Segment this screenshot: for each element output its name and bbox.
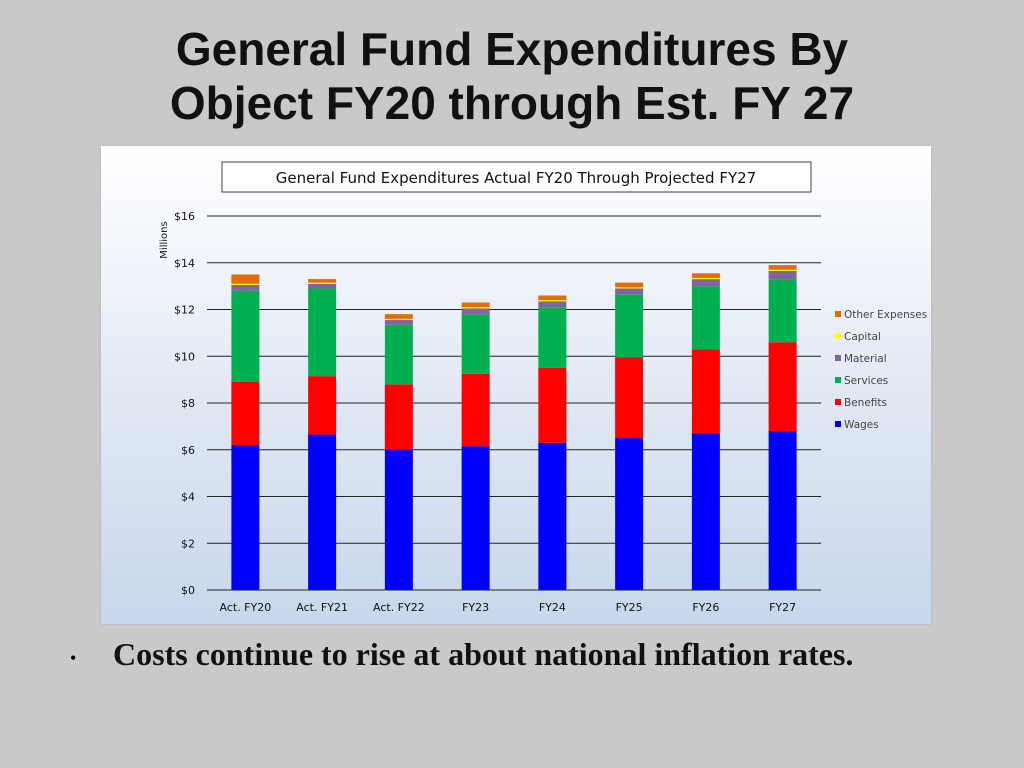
bar-segment-capital	[691, 277, 720, 280]
x-tick-label: FY27	[769, 601, 796, 614]
legend-label: Capital	[844, 331, 881, 343]
bar-segment-benefits	[615, 357, 644, 439]
stacked-bar-chart: General Fund Expenditures Actual FY20 Th…	[159, 161, 927, 614]
chart-title: General Fund Expenditures Actual FY20 Th…	[276, 169, 756, 187]
x-tick-label: FY26	[692, 601, 719, 614]
bar-segment-capital	[308, 282, 337, 284]
bar-segment-material	[538, 301, 567, 308]
bullet-icon: •	[70, 648, 77, 668]
bar-segment-other-expenses	[384, 314, 413, 319]
bar-segment-wages	[768, 431, 797, 590]
legend-label: Material	[844, 353, 887, 365]
bar-segment-wages	[538, 442, 567, 590]
bar-segment-material	[384, 320, 413, 325]
legend-label: Wages	[844, 419, 879, 431]
bar-segment-capital	[461, 307, 490, 309]
bar-segment-material	[615, 288, 644, 295]
bullet-text: Costs continue to rise at about national…	[113, 636, 854, 672]
bar-segment-wages	[691, 433, 720, 590]
bar-segment-other-expenses	[231, 274, 260, 284]
legend-swatch	[835, 421, 841, 427]
chart-title-box	[221, 161, 812, 193]
bar-segment-benefits	[231, 381, 260, 446]
bar-segment-benefits	[308, 376, 337, 435]
bar-segment-material	[231, 284, 260, 291]
bars	[231, 265, 797, 590]
gridlines	[207, 215, 821, 591]
bar-segment-services	[308, 288, 337, 377]
bar-segment-benefits	[461, 373, 490, 447]
y-tick-label: $4	[181, 491, 195, 504]
axis-labels: $0 $2 $4 $6 $8 $10 $12 $14 $16 Act. FY20 Act. FY21…	[174, 210, 796, 614]
bar-segment-wages	[384, 449, 413, 590]
bar-segment-benefits	[691, 349, 720, 434]
y-axis-label: Millions	[159, 221, 170, 258]
legend: Other Expenses Capital Material Services Ben…	[835, 309, 927, 431]
bar-segment-other-expenses	[691, 273, 720, 278]
slide-title: General Fund Expenditures By Object FY20…	[0, 22, 1024, 130]
bar-segment-material	[308, 283, 337, 289]
bar-segment-material	[691, 279, 720, 287]
bar-segment-wages	[615, 438, 644, 590]
y-tick-label: $16	[174, 210, 195, 223]
y-tick-label: $12	[174, 304, 195, 317]
bar-segment-capital	[615, 287, 644, 289]
bar-segment-services	[231, 290, 260, 382]
slide-title-line-1: General Fund Expenditures By	[175, 23, 849, 75]
bar-segment-services	[461, 314, 490, 374]
x-tick-label: FY23	[462, 601, 489, 614]
y-tick-label: $14	[174, 257, 195, 270]
legend-label: Benefits	[844, 397, 887, 409]
bar-segment-capital	[538, 300, 567, 302]
bar-segment-capital	[768, 269, 797, 271]
bar-segment-services	[538, 307, 567, 368]
bar-segment-benefits	[768, 342, 797, 432]
bar-segment-services	[691, 286, 720, 350]
legend-swatch	[835, 333, 841, 339]
bar-segment-other-expenses	[615, 282, 644, 288]
bar-segment-wages	[461, 446, 490, 590]
y-tick-label: $6	[181, 444, 195, 457]
chart-panel: General Fund Expenditures Actual FY20 Th…	[101, 146, 931, 624]
bar-segment-material	[461, 308, 490, 315]
bar-segment-services	[615, 294, 644, 358]
legend-swatch	[835, 377, 841, 383]
bar-segment-benefits	[538, 367, 567, 443]
bar-segment-services	[384, 324, 413, 385]
legend-label: Services	[844, 375, 888, 387]
bar-segment-other-expenses	[538, 295, 567, 301]
bar-segment-other-expenses	[308, 279, 337, 283]
bar-segment-material	[768, 270, 797, 280]
x-tick-label: Act. FY20	[220, 601, 272, 614]
bullet-row: • Costs continue to rise at about nation…	[0, 632, 1024, 682]
y-tick-label: $10	[174, 350, 195, 363]
y-tick-label: $0	[181, 584, 195, 597]
bar-segment-other-expenses	[768, 265, 797, 270]
x-tick-label: FY24	[539, 601, 566, 614]
legend-label: Other Expenses	[844, 309, 927, 321]
bar-segment-capital	[384, 318, 413, 321]
legend-swatch	[835, 399, 841, 405]
legend-swatch	[835, 355, 841, 361]
bar-segment-wages	[308, 434, 337, 590]
y-tick-label: $8	[181, 397, 195, 410]
slide-title-line-2: Object FY20 through Est. FY 27	[169, 77, 855, 129]
x-tick-label: FY25	[616, 601, 643, 614]
bar-segment-capital	[231, 283, 260, 285]
x-tick-label: Act. FY22	[373, 601, 425, 614]
legend-swatch	[835, 311, 841, 317]
y-tick-label: $2	[181, 537, 195, 550]
bar-segment-wages	[231, 445, 260, 590]
bar-segment-benefits	[384, 384, 413, 450]
bar-segment-other-expenses	[461, 302, 490, 308]
bar-segment-services	[768, 279, 797, 343]
x-tick-label: Act. FY21	[296, 601, 348, 614]
